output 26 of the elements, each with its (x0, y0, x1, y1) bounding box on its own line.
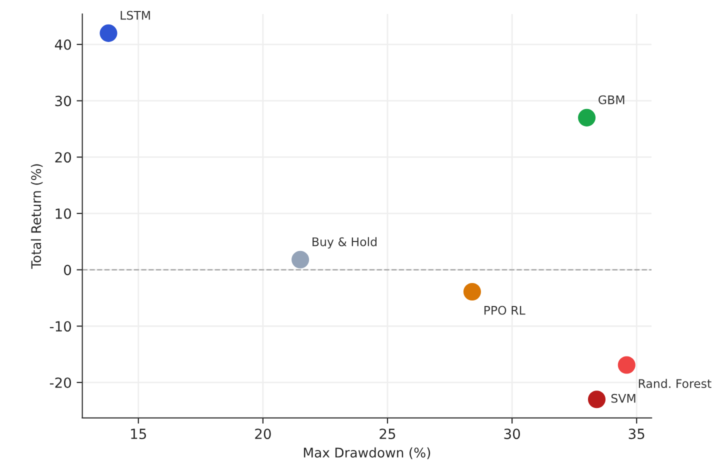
point (100, 24, 118, 42)
x-tick-label: 35 (628, 428, 644, 440)
point (463, 282, 481, 301)
y-tick-label: 40 (54, 39, 71, 50)
y-tick-label: -20 (50, 377, 71, 388)
series-label: GBM (598, 95, 624, 104)
y-tick-label: 30 (55, 96, 71, 106)
point (292, 250, 310, 268)
y-tick-label: 10 (56, 208, 71, 219)
series-label: SVM (611, 394, 636, 403)
y-tick-label: 0 (64, 264, 71, 276)
y-axis-title: Total Return (%) (30, 164, 43, 269)
point (578, 108, 596, 126)
series-label: PPO RL (484, 306, 526, 315)
x-tick-label: 15 (131, 428, 146, 440)
x-tick-label: 30 (504, 428, 520, 440)
point (588, 390, 606, 408)
series-label: Rand. Forest (638, 378, 712, 388)
series-label: Buy & Hold (312, 237, 377, 249)
point (618, 356, 636, 374)
x-axis-title: Max Drawdown (%) (304, 447, 430, 460)
y-tick-label: 20 (55, 152, 71, 163)
y-tick-label: -10 (50, 321, 71, 332)
x-tick-label: 20 (255, 428, 271, 440)
series-label: LSTM (120, 10, 150, 20)
x-tick-label: 25 (380, 428, 396, 440)
